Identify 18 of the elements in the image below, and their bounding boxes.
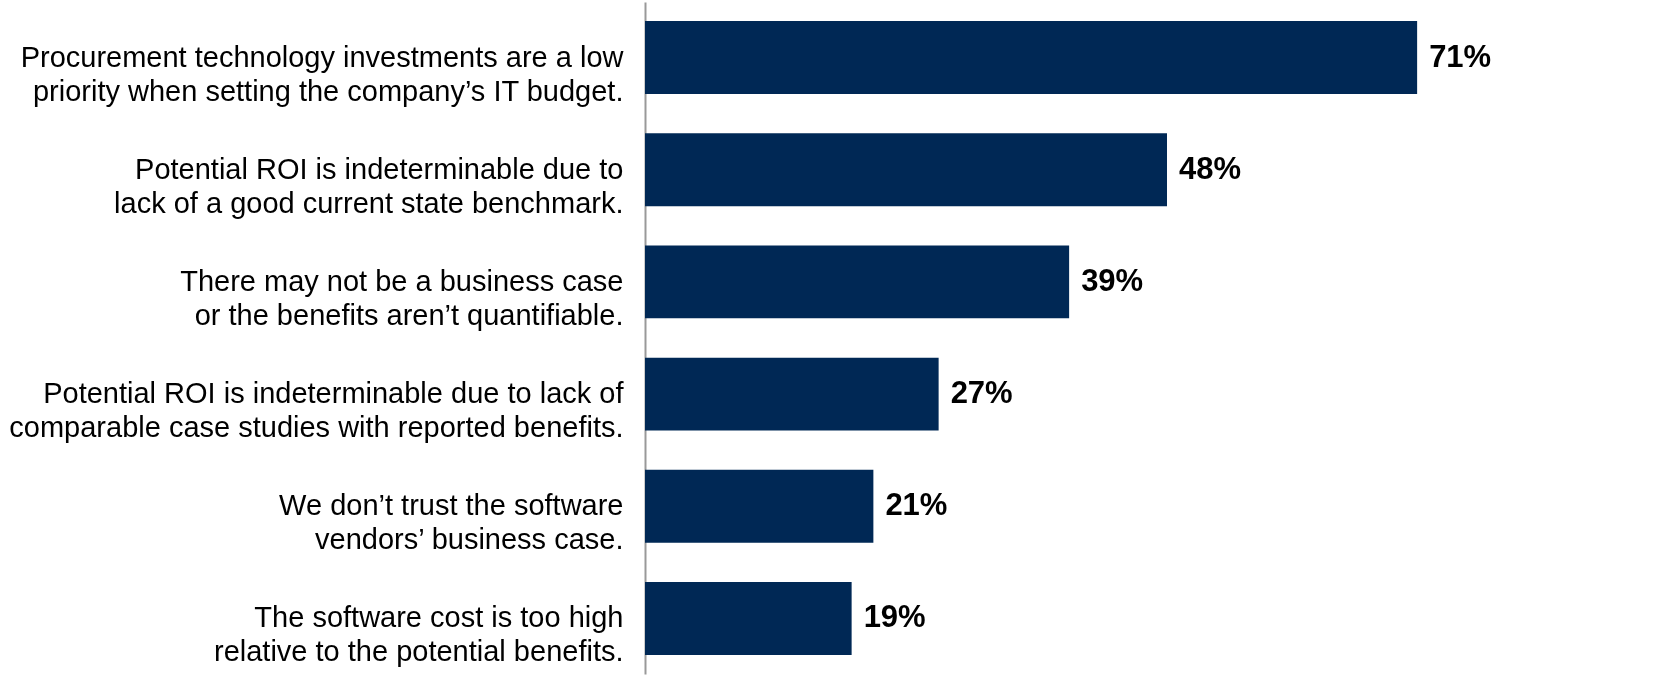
data-label: 21% bbox=[885, 487, 948, 523]
bar bbox=[645, 133, 1167, 207]
data-label: 19% bbox=[863, 599, 926, 635]
data-label: 71% bbox=[1429, 38, 1492, 74]
bar bbox=[645, 469, 874, 543]
bar bbox=[645, 21, 1418, 94]
bar bbox=[645, 245, 1070, 319]
y-tick-label: Potential ROI is indeterminable due to lack of a good current state benchmark. bbox=[114, 152, 624, 219]
data-label: 39% bbox=[1081, 262, 1144, 298]
y-tick-label: Procurement technology investments are a low priority when setting the company’s IT budget. bbox=[20, 40, 625, 107]
data-label: 27% bbox=[950, 375, 1013, 411]
y-tick-label: There may not be a business case or the benefits aren’t quantifiable. bbox=[180, 264, 624, 331]
y-tick-label: Potential ROI is indeterminable due to lack of comparable case studies with reported benefits. bbox=[9, 377, 625, 444]
y-tick-label: The software cost is too high relative to the potential benefits. bbox=[214, 601, 624, 668]
data-label: 48% bbox=[1179, 150, 1242, 186]
bar bbox=[645, 582, 852, 655]
y-tick-label: We don’t trust the software vendors’ business case. bbox=[279, 489, 624, 556]
bar bbox=[645, 357, 939, 431]
